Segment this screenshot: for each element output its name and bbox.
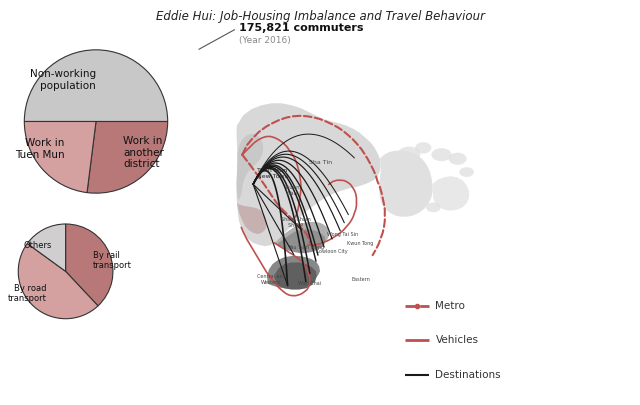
Polygon shape — [237, 103, 381, 246]
Text: By rail
transport: By rail transport — [93, 251, 132, 270]
Polygon shape — [268, 256, 320, 288]
Text: Vehicles: Vehicles — [435, 335, 479, 345]
Wedge shape — [19, 243, 98, 319]
Text: By road
transport: By road transport — [7, 284, 46, 303]
Ellipse shape — [449, 153, 467, 165]
Wedge shape — [24, 50, 168, 122]
Text: Eastern: Eastern — [351, 277, 370, 282]
Wedge shape — [28, 224, 66, 271]
Text: Sham Sham
Shui P: Sham Sham Shui P — [281, 217, 310, 228]
Text: Sha Tin: Sha Tin — [309, 160, 332, 164]
Polygon shape — [379, 151, 433, 217]
Ellipse shape — [460, 167, 474, 177]
Text: Work in
Tuen Mun: Work in Tuen Mun — [15, 138, 65, 160]
Text: (Year 2016): (Year 2016) — [239, 36, 291, 45]
Polygon shape — [237, 134, 263, 200]
Text: Kowloon City: Kowloon City — [316, 249, 348, 254]
Text: Tuen Mun
New Town: Tuen Mun New Town — [257, 168, 289, 179]
Polygon shape — [433, 176, 469, 211]
Ellipse shape — [405, 197, 421, 208]
Text: Eddie Hui: Job-Housing Imbalance and Travel Behaviour: Eddie Hui: Job-Housing Imbalance and Tra… — [156, 10, 484, 23]
Polygon shape — [237, 203, 266, 234]
Text: Non-working
population: Non-working population — [30, 69, 96, 91]
Text: Work in
another
district: Work in another district — [124, 136, 164, 169]
Text: Destinations: Destinations — [435, 370, 501, 379]
Text: Metro: Metro — [435, 301, 465, 311]
Text: 175,821 commuters: 175,821 commuters — [239, 23, 364, 32]
Bar — [231, 8, 522, 364]
Text: Central and
Western: Central and Western — [257, 274, 286, 285]
Text: Wan Chai: Wan Chai — [298, 281, 321, 286]
Text: Tsuen
Wan: Tsuen Wan — [284, 185, 300, 196]
Wedge shape — [87, 122, 168, 193]
Text: Kwun Tong: Kwun Tong — [348, 241, 374, 245]
Polygon shape — [275, 222, 329, 249]
Ellipse shape — [415, 142, 431, 153]
Text: Others: Others — [24, 241, 52, 250]
Text: Yau Tsim Mong: Yau Tsim Mong — [288, 245, 324, 249]
Polygon shape — [278, 229, 326, 253]
Ellipse shape — [426, 202, 441, 212]
Wedge shape — [65, 224, 113, 306]
Wedge shape — [24, 122, 96, 193]
Ellipse shape — [431, 148, 452, 161]
Ellipse shape — [398, 147, 420, 161]
Text: Wong Tai Sin: Wong Tai Sin — [326, 232, 358, 237]
Polygon shape — [275, 262, 317, 290]
